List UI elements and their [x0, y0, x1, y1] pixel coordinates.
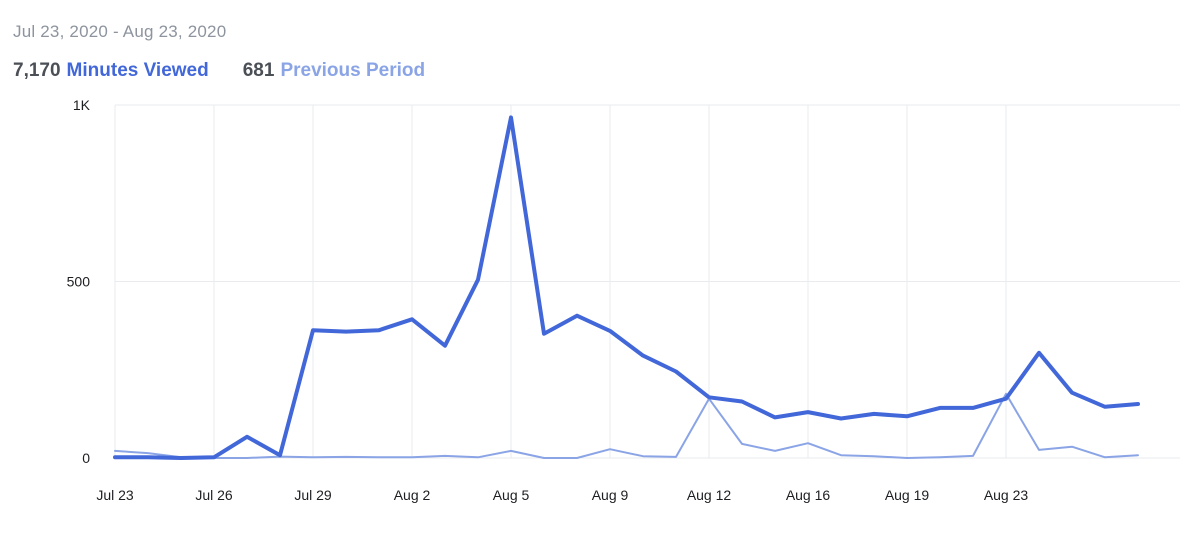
x-tick-label: Aug 9 — [592, 487, 629, 503]
data-point-minutes-viewed[interactable] — [1101, 403, 1109, 411]
data-point-minutes-viewed[interactable] — [837, 414, 845, 422]
chart-header: Jul 23, 2020 - Aug 23, 2020 7,170 Minutes… — [13, 22, 425, 82]
data-point-previous-period[interactable] — [573, 454, 581, 462]
series-line-previous-period — [114, 392, 1139, 459]
data-point-minutes-viewed[interactable] — [276, 451, 284, 459]
current-series-label: Minutes Viewed — [66, 60, 209, 81]
series-layer — [111, 113, 1142, 462]
x-tick-label: Aug 2 — [394, 487, 431, 503]
data-point-minutes-viewed[interactable] — [408, 315, 416, 323]
data-point-previous-period[interactable] — [540, 454, 548, 462]
data-point-previous-period[interactable] — [342, 453, 350, 461]
data-point-previous-period[interactable] — [738, 440, 746, 448]
data-point-minutes-viewed[interactable] — [243, 433, 251, 441]
date-range: Jul 23, 2020 - Aug 23, 2020 — [13, 22, 227, 41]
data-point-previous-period[interactable] — [804, 439, 812, 447]
x-tick-label: Jul 29 — [294, 487, 332, 503]
data-point-previous-period[interactable] — [408, 453, 416, 461]
axis-labels: 1K 500 0 Jul 23 Jul 26 Jul 29 Aug 2 Aug 5 Aug 9 A… — [67, 97, 1029, 503]
data-point-previous-period[interactable] — [1101, 453, 1109, 461]
data-point-previous-period[interactable] — [1068, 443, 1076, 451]
data-point-previous-period[interactable] — [870, 452, 878, 460]
data-point-minutes-viewed[interactable] — [804, 408, 812, 416]
data-point-previous-period[interactable] — [936, 453, 944, 461]
x-tick-label: Aug 16 — [786, 487, 831, 503]
data-point-previous-period[interactable] — [1134, 451, 1142, 459]
y-tick-label: 500 — [67, 274, 91, 290]
data-point-minutes-viewed[interactable] — [870, 410, 878, 418]
data-point-minutes-viewed[interactable] — [969, 404, 977, 412]
series-line-minutes-viewed — [113, 115, 1140, 460]
data-point-previous-period[interactable] — [903, 454, 911, 462]
data-point-previous-period[interactable] — [969, 452, 977, 460]
grid — [114, 104, 1180, 459]
previous-total: 681 — [242, 60, 275, 81]
x-tick-label: Jul 23 — [96, 487, 134, 503]
data-point-minutes-viewed[interactable] — [639, 352, 647, 360]
data-point-minutes-viewed[interactable] — [177, 454, 185, 462]
x-tick-label: Aug 5 — [493, 487, 530, 503]
current-total: 7,170 — [13, 60, 61, 81]
data-point-minutes-viewed[interactable] — [342, 328, 350, 336]
data-point-minutes-viewed[interactable] — [210, 453, 218, 461]
previous-series-label: Previous Period — [280, 60, 426, 81]
x-tick-label: Aug 19 — [885, 487, 930, 503]
data-point-minutes-viewed[interactable] — [507, 113, 515, 121]
data-point-minutes-viewed[interactable] — [903, 412, 911, 420]
data-point-previous-period[interactable] — [309, 453, 317, 461]
data-point-minutes-viewed[interactable] — [540, 330, 548, 338]
data-point-previous-period[interactable] — [441, 452, 449, 460]
metrics-summary: 7,170 Minutes Viewed 681 Previous Period — [13, 60, 425, 82]
data-point-minutes-viewed[interactable] — [771, 413, 779, 421]
data-point-previous-period[interactable] — [672, 453, 680, 461]
data-point-previous-period[interactable] — [474, 453, 482, 461]
data-point-minutes-viewed[interactable] — [672, 368, 680, 376]
data-point-minutes-viewed[interactable] — [111, 453, 119, 461]
data-point-previous-period[interactable] — [606, 445, 614, 453]
data-point-minutes-viewed[interactable] — [309, 326, 317, 334]
data-point-minutes-viewed[interactable] — [1002, 395, 1010, 403]
x-tick-label: Aug 12 — [687, 487, 732, 503]
data-point-previous-period[interactable] — [771, 447, 779, 455]
data-point-minutes-viewed[interactable] — [606, 327, 614, 335]
data-point-previous-period[interactable] — [375, 453, 383, 461]
data-point-minutes-viewed[interactable] — [1134, 400, 1142, 408]
data-point-previous-period[interactable] — [1035, 446, 1043, 454]
data-point-minutes-viewed[interactable] — [936, 404, 944, 412]
data-point-minutes-viewed[interactable] — [441, 342, 449, 350]
x-tick-label: Jul 26 — [195, 487, 233, 503]
data-point-previous-period[interactable] — [837, 451, 845, 459]
data-point-minutes-viewed[interactable] — [573, 312, 581, 320]
data-point-previous-period[interactable] — [243, 454, 251, 462]
x-tick-label: Aug 23 — [984, 487, 1029, 503]
data-point-minutes-viewed[interactable] — [1068, 389, 1076, 397]
data-point-previous-period[interactable] — [507, 447, 515, 455]
data-point-minutes-viewed[interactable] — [144, 453, 152, 461]
data-point-minutes-viewed[interactable] — [705, 393, 713, 401]
y-tick-label: 0 — [82, 450, 90, 466]
data-point-previous-period[interactable] — [639, 452, 647, 460]
data-point-minutes-viewed[interactable] — [474, 276, 482, 284]
data-point-minutes-viewed[interactable] — [1035, 349, 1043, 357]
y-tick-label: 1K — [73, 97, 91, 113]
data-point-minutes-viewed[interactable] — [738, 398, 746, 406]
data-point-minutes-viewed[interactable] — [375, 326, 383, 334]
